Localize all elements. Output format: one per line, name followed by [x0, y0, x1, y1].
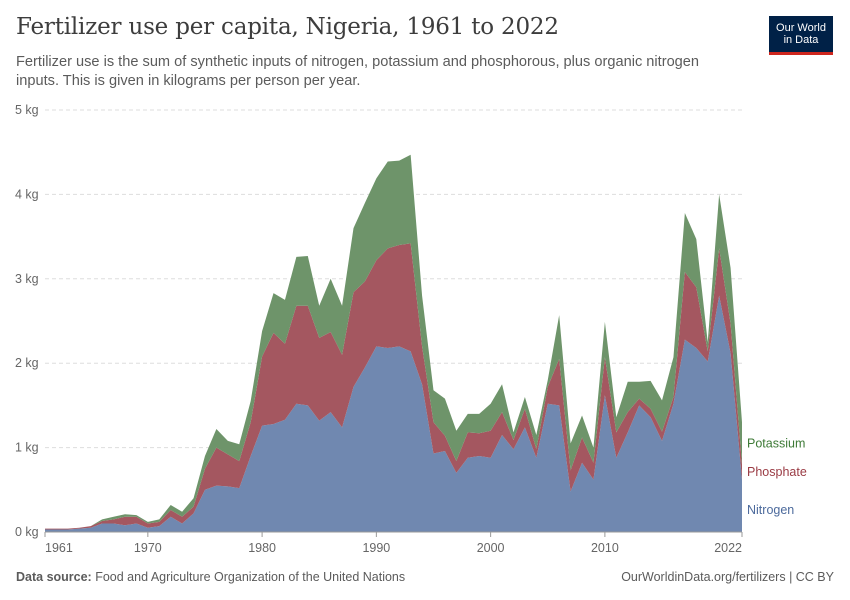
data-source-text[interactable]: Food and Agriculture Organization of the…	[95, 570, 406, 584]
y-tick-label: 1 kg	[15, 441, 39, 455]
series-label-nitrogen: Nitrogen	[747, 503, 794, 517]
x-tick-label: 2022	[714, 541, 742, 555]
area-potassium[interactable]	[45, 154, 742, 529]
series-label-phosphate: Phosphate	[747, 465, 807, 479]
y-tick-label: 0 kg	[15, 525, 39, 539]
area-phosphate[interactable]	[45, 243, 742, 530]
x-tick-label: 1980	[248, 541, 276, 555]
y-tick-label: 3 kg	[15, 272, 39, 286]
y-tick-label: 4 kg	[15, 187, 39, 201]
x-tick-label: 1970	[134, 541, 162, 555]
data-source: Data source: Food and Agriculture Organi…	[16, 570, 405, 584]
logo-line-2: in Data	[783, 34, 819, 46]
x-tick-label: 2010	[591, 541, 619, 555]
x-tick-label: 2000	[477, 541, 505, 555]
x-tick-label: 1961	[45, 541, 73, 555]
logo-line-1: Our World	[776, 21, 826, 34]
series-label-layer: Nitrogen Phosphate Potassium	[747, 436, 807, 517]
chart-title: Fertilizer use per capita, Nigeria, 1961…	[16, 14, 559, 40]
y-tick-label: 2 kg	[15, 356, 39, 370]
axis-layer: 0 kg 1 kg 2 kg 3 kg 4 kg 5 kg 1961 1970 1980 1990…	[15, 103, 743, 555]
y-tick-label: 5 kg	[15, 103, 39, 117]
series-label-potassium: Potassium	[747, 436, 805, 450]
chart-subtitle: Fertilizer use is the sum of synthetic i…	[16, 54, 700, 89]
data-source-label: Data source:	[16, 570, 92, 584]
x-tick-label: 1990	[362, 541, 390, 555]
credit-link[interactable]: OurWorldinData.org/fertilizers | CC BY	[621, 570, 834, 584]
area-nitrogen[interactable]	[45, 295, 742, 532]
area-layer	[45, 154, 742, 532]
owid-logo[interactable]: Our World in Data	[769, 16, 833, 55]
